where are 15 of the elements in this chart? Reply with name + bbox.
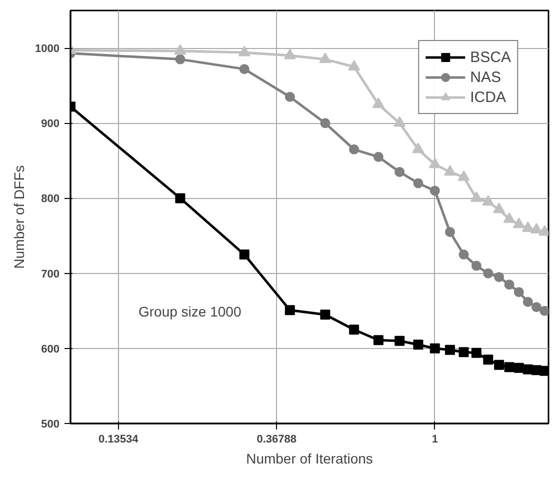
y-tick-label: 500 — [41, 418, 60, 430]
y-tick-label: 700 — [41, 268, 60, 280]
y-tick-label: 900 — [41, 118, 60, 130]
y-tick-label: 800 — [41, 193, 60, 206]
legend-label: NAS — [470, 68, 501, 86]
legend-label: BSCA — [470, 48, 511, 66]
x-tick-label: 0.13534 — [98, 434, 140, 446]
y-tick-label: 600 — [41, 343, 60, 356]
x-tick-label: 1 — [432, 434, 438, 446]
annotation: Group size 1000 — [138, 304, 242, 320]
legend-label: ICDA — [470, 88, 506, 106]
x-tick-label: 0.36788 — [256, 434, 297, 446]
x-axis-title: Number of Iterations — [246, 450, 373, 466]
y-axis-title: Number of DFFs — [11, 165, 28, 269]
y-tick-label: 1000 — [35, 43, 60, 56]
